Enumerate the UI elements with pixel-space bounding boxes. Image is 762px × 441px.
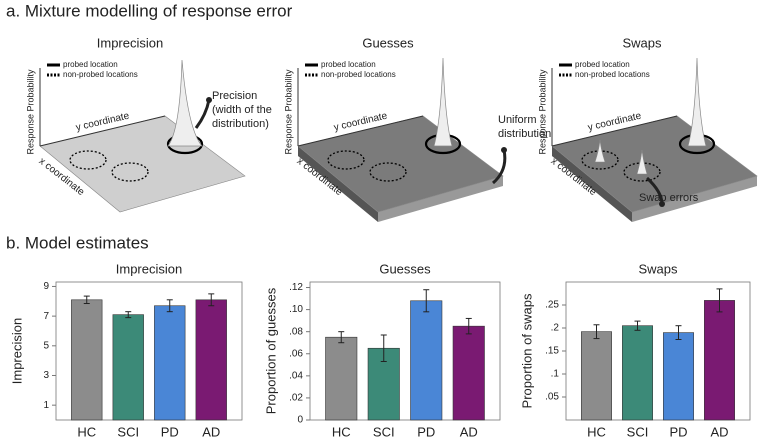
bar — [452, 325, 485, 421]
bar — [112, 314, 144, 421]
x-tick-label: SCI — [117, 424, 139, 439]
x-tick-label: AD — [460, 424, 478, 439]
bar — [325, 336, 358, 421]
bar — [410, 300, 443, 421]
plane-edge — [298, 146, 378, 222]
y-axis-label: Proportion of swaps — [519, 293, 534, 408]
y-tick-label: .08 — [289, 326, 303, 337]
non-probed-circle — [369, 162, 407, 182]
bar — [195, 299, 227, 421]
plane-edge — [378, 176, 503, 222]
annotation: Swap errors — [639, 192, 699, 204]
y-tick-label: 5 — [43, 340, 49, 351]
peak — [433, 57, 453, 147]
non-probed-circle — [111, 162, 149, 182]
legend-label: non-probed locations — [321, 70, 396, 79]
plane — [39, 115, 246, 213]
panel-title: Imprecision — [97, 35, 163, 50]
y-axis — [551, 115, 678, 147]
bar — [154, 305, 186, 421]
panel-title: Swaps — [622, 35, 662, 50]
y-tick-label: .2 — [551, 323, 560, 334]
bar — [704, 300, 735, 421]
annotation: (width of the — [212, 104, 272, 116]
y-tick-label: .12 — [289, 282, 303, 293]
chart-title: Swaps — [638, 261, 678, 276]
x-tick-label: SCI — [627, 424, 649, 439]
bar — [622, 325, 653, 421]
z-label: Response Probability — [25, 69, 35, 155]
non-probed-circle — [327, 150, 365, 170]
y-tick-label: 1 — [43, 400, 49, 411]
annotation: Uniform — [498, 114, 537, 126]
arrow-head — [206, 97, 212, 103]
arrow — [194, 99, 211, 129]
x-tick-label: PD — [417, 424, 435, 439]
y-tick-label: .05 — [545, 392, 559, 403]
peak — [687, 57, 707, 147]
plot-frame — [309, 281, 501, 421]
y-axis — [39, 115, 166, 147]
y-tick-label: .25 — [545, 300, 559, 311]
x-tick-label: HC — [587, 424, 606, 439]
x-tick-label: PD — [161, 424, 179, 439]
y-axis-label: Imprecision — [9, 318, 24, 384]
y-tick-label: 3 — [43, 370, 49, 381]
z-label: Response Probability — [283, 69, 293, 155]
x-tick-label: HC — [332, 424, 351, 439]
y-tick-label: .02 — [289, 393, 303, 404]
y-tick-label: .04 — [289, 370, 303, 381]
arrow — [491, 149, 507, 185]
plane-edge — [552, 146, 632, 222]
bar — [581, 331, 612, 421]
annotation: distribution — [498, 128, 551, 140]
panel-title: Guesses — [362, 35, 414, 50]
x-tick-label: PD — [669, 424, 687, 439]
legend-label: non-probed locations — [63, 70, 138, 79]
y-tick-label: 7 — [43, 311, 49, 322]
legend-label: probed location — [63, 60, 118, 69]
arrow-head — [501, 147, 507, 153]
y-tick-label: .06 — [289, 348, 303, 359]
y-tick-label: .15 — [545, 346, 559, 357]
swap-peak — [594, 139, 606, 163]
y-tick-label: 0 — [297, 415, 303, 426]
legend-label: probed location — [321, 60, 376, 69]
panel-b-title: b. Model estimates — [6, 233, 149, 252]
y-tick-label: .10 — [289, 304, 303, 315]
plane — [297, 115, 504, 213]
x-tick-label: AD — [710, 424, 728, 439]
non-probed-circle — [69, 150, 107, 170]
bar — [663, 332, 694, 421]
y-tick-label: .1 — [551, 369, 560, 380]
peak — [167, 59, 203, 147]
arrow-head — [659, 201, 665, 207]
chart-title: Guesses — [379, 261, 431, 276]
y-tick-label: 9 — [43, 281, 49, 292]
plane-edge — [632, 176, 757, 222]
legend-label: non-probed locations — [575, 70, 650, 79]
annotation: distribution) — [212, 118, 269, 130]
z-label: Response Probability — [537, 69, 547, 155]
chart-title: Imprecision — [116, 261, 182, 276]
y-axis-label: Proportion of guesses — [263, 287, 278, 414]
x-tick-label: SCI — [373, 424, 395, 439]
swap-peak — [636, 149, 648, 175]
x-tick-label: AD — [202, 424, 220, 439]
plot-frame — [55, 281, 243, 421]
y-axis — [297, 115, 424, 147]
panel-a-title: a. Mixture modelling of response error — [6, 1, 293, 20]
x-tick-label: HC — [77, 424, 96, 439]
annotation: Precision — [212, 90, 257, 102]
bar — [71, 299, 103, 421]
legend-label: probed location — [575, 60, 630, 69]
